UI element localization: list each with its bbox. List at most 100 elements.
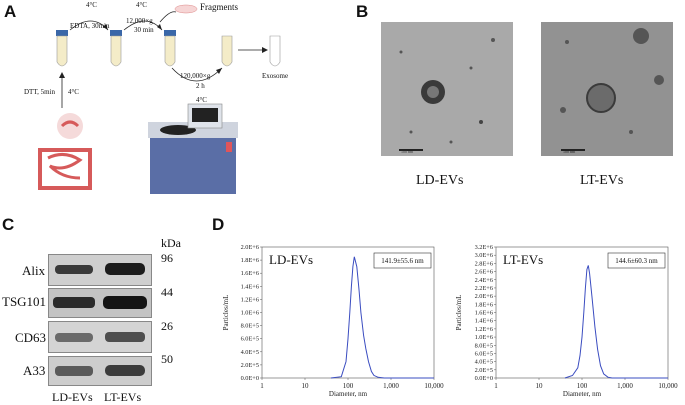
band-alix-ld (55, 265, 93, 274)
series-line-ld (330, 256, 434, 379)
band-cd63-lt (105, 332, 145, 342)
x-tick-label-lt-3: 1,000 (617, 382, 633, 390)
y-tick-label-lt-8: 1.6E+6 (475, 310, 493, 317)
centrifuge-illustration (148, 103, 238, 194)
step2-temp: 4°C (136, 1, 147, 9)
annotation-lt: 144.6±60.3 nm (615, 257, 658, 265)
y-tick-label-ld-3: 6.0E+5 (241, 336, 259, 343)
y-tick-label-ld-2: 4.0E+5 (241, 349, 259, 356)
kda-cd63: 26 (161, 319, 173, 333)
y-tick-label-ld-8: 1.6E+6 (241, 270, 259, 277)
x-tick-label-ld-1: 10 (302, 382, 310, 390)
y-tick-label-lt-6: 1.2E+6 (475, 326, 493, 333)
tube-1 (56, 30, 68, 67)
kda-a33: 50 (161, 352, 173, 366)
y-tick-label-ld-5: 1.0E+6 (241, 310, 259, 317)
dtt-temp: 4°C (68, 88, 79, 96)
tem-image-ld: 100 nm (381, 22, 513, 156)
x-tick-label-ld-2: 100 (343, 382, 354, 390)
kda-header: kDa (161, 236, 181, 250)
y-tick-label-lt-15: 3.0E+6 (475, 252, 493, 259)
blot-strip-a33 (48, 356, 152, 386)
annotation-ld: 141.9±55.6 nm (381, 257, 424, 265)
tem-label-lt: LT-EVs (580, 173, 624, 188)
x-tick-label-ld-0: 1 (260, 382, 264, 390)
x-tick-label-lt-0: 1 (494, 382, 498, 390)
y-tick-label-lt-14: 2.8E+6 (475, 260, 493, 267)
blot-label-alix: Alix (22, 263, 46, 278)
blot-label-tsg101: TSG101 (2, 294, 47, 309)
blot-strip-tsg101 (48, 288, 152, 318)
dtt-label: DTT, 5min (24, 88, 55, 96)
ultra-speed: 120,000×g (180, 72, 211, 80)
y-tick-label-lt-9: 1.8E+6 (475, 301, 493, 308)
band-a33-ld (55, 366, 93, 376)
blot-strip-cd63 (48, 321, 152, 353)
panel-c-letter: C (2, 215, 15, 234)
workflow-diagram (38, 4, 281, 194)
y-tick-label-lt-1: 2.0E+5 (475, 367, 493, 374)
blot-label-cd63: CD63 (15, 330, 47, 345)
tem-image-lt: 100 nm (541, 22, 673, 156)
y-tick-label-ld-10: 2.0E+6 (241, 244, 259, 251)
intestine-illustration (38, 113, 92, 190)
exosome-label: Exosome (262, 72, 289, 80)
lane-label-lt: LT-EVs (104, 390, 142, 404)
y-tick-label-ld-7: 1.4E+6 (241, 283, 259, 290)
y-tick-label-lt-16: 3.2E+6 (475, 244, 493, 251)
step1-temp: 4°C (86, 1, 97, 9)
fragments-label: Fragments (200, 2, 238, 12)
tube-3 (164, 30, 176, 67)
panel-d-letter: D (212, 215, 225, 234)
step1-label: EDTA, 30min (70, 22, 110, 30)
y-tick-label-lt-7: 1.4E+6 (475, 318, 493, 325)
y-tick-label-ld-1: 2.0E+5 (241, 362, 259, 369)
series-line-lt (564, 265, 668, 379)
scale-bar-label-lt: 100 nm (563, 149, 576, 154)
blot-strip-alix (48, 254, 152, 286)
kda-tsg101: 44 (161, 285, 173, 299)
panel-b-letter: B (356, 2, 369, 21)
x-tick-label-ld-4: 10,000 (424, 382, 444, 390)
chart-title-lt: LT-EVs (503, 252, 543, 267)
scale-bar-label-ld: 100 nm (401, 149, 414, 154)
y-tick-label-ld-9: 1.8E+6 (241, 257, 259, 264)
blot-label-a33: A33 (23, 363, 46, 378)
y-tick-label-lt-13: 2.6E+6 (475, 269, 493, 276)
ultra-time: 2 h (196, 82, 205, 90)
y-tick-label-lt-4: 8.0E+5 (475, 342, 493, 349)
y-axis-label-lt: Particles/mL (455, 295, 463, 331)
x-tick-label-lt-2: 100 (577, 382, 588, 390)
tem-label-ld: LD-EVs (416, 173, 464, 188)
y-tick-label-ld-6: 1.2E+6 (241, 296, 259, 303)
kda-alix: 96 (161, 251, 173, 265)
y-tick-label-lt-10: 2.0E+6 (475, 293, 493, 300)
band-tsg101-ld (53, 297, 95, 308)
x-tick-label-lt-4: 10,000 (658, 382, 678, 390)
x-tick-label-ld-3: 1,000 (383, 382, 399, 390)
y-tick-label-lt-2: 4.0E+5 (475, 359, 493, 366)
annotation-box-lt (607, 252, 666, 269)
y-tick-label-lt-3: 6.0E+5 (475, 350, 493, 357)
ultra-temp: 4°C (196, 96, 207, 104)
x-axis-label-ld: Diameter, nm (329, 390, 368, 398)
band-cd63-ld (55, 333, 93, 342)
band-tsg101-lt (103, 296, 147, 309)
panel-a-letter: A (4, 2, 17, 21)
step2-time: 30 min (134, 26, 154, 34)
y-tick-label-lt-0: 0.0E+0 (475, 375, 493, 382)
lane-label-ld: LD-EVs (52, 390, 93, 404)
y-tick-label-lt-11: 2.2E+6 (475, 285, 493, 292)
chart-title-ld: LD-EVs (269, 252, 313, 267)
y-axis-label-ld: Particles/mL (222, 295, 230, 331)
tube-2 (110, 30, 122, 67)
band-a33-lt (105, 365, 145, 376)
annotation-box-ld (373, 252, 432, 269)
x-tick-label-lt-1: 10 (536, 382, 544, 390)
tube-4 (221, 35, 233, 67)
y-tick-label-lt-5: 1.0E+6 (475, 334, 493, 341)
y-tick-label-lt-12: 2.4E+6 (475, 277, 493, 284)
band-alix-lt (105, 263, 145, 275)
x-axis-label-lt: Diameter, nm (563, 390, 602, 398)
